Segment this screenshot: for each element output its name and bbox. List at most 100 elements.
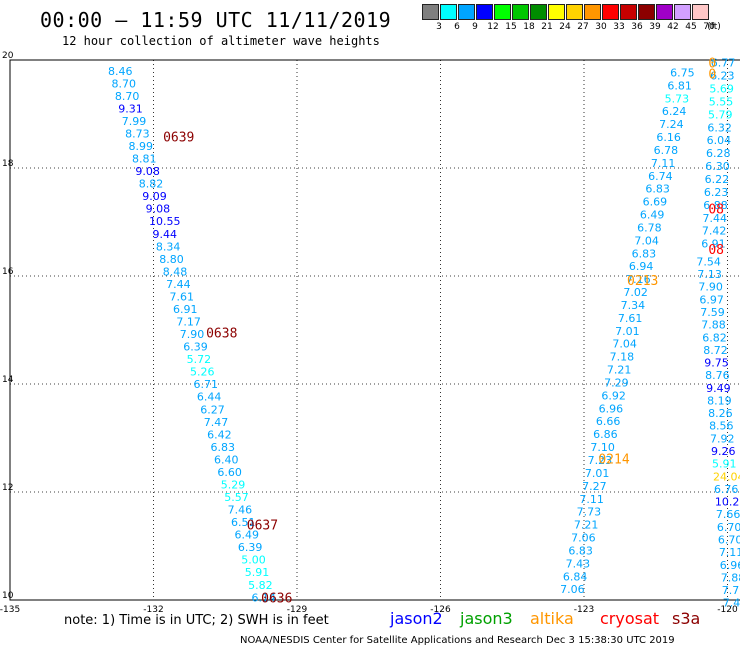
- wave-height-value: 7.59: [700, 306, 725, 319]
- lat-tick-label: 12: [2, 483, 13, 493]
- legend-label: 30: [595, 22, 607, 32]
- wave-height-value: 8.26: [708, 407, 733, 420]
- wave-height-value: 6.75: [670, 66, 695, 79]
- legend-swatch: [692, 4, 709, 20]
- legend-swatch: [530, 4, 547, 20]
- wave-height-value: 7.02: [623, 286, 648, 299]
- wave-height-value: 6.44: [197, 391, 222, 404]
- wave-height-value: 6.16: [656, 131, 681, 144]
- legend-label: 15: [505, 22, 517, 32]
- pass-time-label: 08: [708, 243, 724, 258]
- wave-height-value: 6.04: [707, 134, 732, 147]
- wave-height-value: 7.43: [566, 557, 591, 570]
- wave-height-value: 7.27: [582, 480, 607, 493]
- wave-height-value: 9.08: [146, 203, 171, 216]
- legend-label: 33: [613, 22, 625, 32]
- wave-height-value: 6.14: [252, 591, 277, 604]
- wave-height-value: 7.61: [618, 312, 643, 325]
- wave-height-value: 8.48: [163, 265, 188, 278]
- wave-height-value: 6.77: [711, 57, 736, 70]
- wave-height-value: 8.76: [705, 369, 730, 382]
- wave-height-value: 7.47: [204, 416, 229, 429]
- legend-swatch: [476, 4, 493, 20]
- wave-height-value: 7.54: [696, 255, 721, 268]
- wave-height-value: 6.92: [601, 389, 626, 402]
- wave-height-value: 7.11: [651, 157, 676, 170]
- wave-height-value: 9.09: [142, 190, 167, 203]
- wave-height-value: 6.94: [629, 260, 654, 273]
- wave-height-value: 8.19: [707, 394, 732, 407]
- wave-height-value: 7.21: [574, 519, 599, 532]
- legend-label: 45: [685, 22, 697, 32]
- wave-height-value: 6.70: [718, 534, 740, 547]
- wave-height-value: 6.91: [701, 238, 726, 251]
- wave-height-value: 8.46: [108, 65, 133, 78]
- wave-height-value: 6.30: [705, 160, 730, 173]
- legend-label: 36: [631, 22, 643, 32]
- wave-height-value: 5.82: [248, 579, 273, 592]
- wave-height-value: 7.21: [607, 364, 632, 377]
- wave-height-value: 5.55: [709, 95, 734, 108]
- legend-label: 70: [703, 22, 715, 32]
- legend-swatch: [674, 4, 691, 20]
- map-subtitle: 12 hour collection of altimeter wave hei…: [62, 34, 380, 48]
- pass-time-label: 0636: [261, 591, 292, 606]
- wave-height-value: 6.88: [703, 199, 728, 212]
- wave-height-value: 9.44: [152, 228, 177, 241]
- wave-height-value: 7.13: [697, 268, 722, 281]
- wave-height-value: 6.66: [596, 415, 621, 428]
- wave-height-value: 10.55: [149, 215, 181, 228]
- satellite-label-altika: altika: [530, 609, 574, 628]
- wave-height-value: 7.66: [716, 508, 740, 521]
- satellite-label-s3a: s3a: [672, 609, 701, 628]
- wave-height-value: 7.01: [585, 467, 610, 480]
- lat-tick-label: 20: [2, 51, 14, 61]
- lon-tick-label: -129: [287, 605, 308, 615]
- pass-time-label: 0: [708, 57, 716, 72]
- wave-height-value: 8.82: [139, 178, 164, 191]
- wave-height-value: 8.56: [709, 420, 734, 433]
- wave-height-value: 9.08: [135, 165, 160, 178]
- wave-height-value: 7.06: [571, 532, 596, 545]
- wave-height-value: 6.78: [654, 144, 679, 157]
- pass-time-label: 0214: [598, 453, 629, 468]
- legend-label: 18: [523, 22, 535, 32]
- satellite-label-cryosat: cryosat: [600, 609, 660, 628]
- wave-height-value: 6.39: [238, 541, 263, 554]
- legend-swatch: [584, 4, 601, 20]
- lat-tick-label: 10: [2, 591, 14, 601]
- wave-height-value: 6.49: [234, 529, 259, 542]
- wave-height-value: 8.73: [125, 127, 149, 140]
- legend-label: 9: [472, 22, 478, 32]
- wave-height-value: 9.31: [118, 102, 143, 115]
- wave-height-value: 7.29: [604, 376, 629, 389]
- units-note: note: 1) Time is in UTC; 2) SWH is in fe…: [64, 613, 329, 628]
- wave-height-value: 6.51: [231, 516, 256, 529]
- wave-height-value: 7.44: [166, 278, 191, 291]
- wave-height-value: 7.24: [659, 118, 684, 131]
- satellite-label-jason3: jason3: [460, 609, 513, 628]
- wave-height-value: 9.26: [711, 445, 736, 458]
- wave-height-value: 6.78: [637, 221, 662, 234]
- wave-height-value: 8.80: [159, 253, 184, 266]
- legend-label: 6: [454, 22, 460, 32]
- wave-height-value: 6.83: [211, 441, 236, 454]
- wave-height-value: 5.79: [708, 108, 733, 121]
- legend-swatch: [512, 4, 529, 20]
- wave-height-value: 7.04: [612, 338, 637, 351]
- lon-tick-label: -120: [717, 605, 738, 615]
- wave-height-value: 6.97: [699, 293, 724, 306]
- lat-tick-label: 14: [2, 375, 14, 385]
- wave-height-value: 7.61: [170, 290, 195, 303]
- wave-height-value: 6.81: [667, 79, 692, 92]
- pass-time-label: 0637: [247, 518, 278, 533]
- wave-height-value: 9.49: [706, 382, 731, 395]
- legend-swatch: [494, 4, 511, 20]
- wave-height-value: 5.91: [245, 566, 270, 579]
- wave-height-value: 5.00: [241, 554, 266, 567]
- wave-height-value: 6.42: [207, 428, 232, 441]
- wave-height-value: 8.72: [703, 344, 728, 357]
- wave-height-value: 6.96: [720, 559, 740, 572]
- wave-height-value: 7.06: [560, 583, 585, 596]
